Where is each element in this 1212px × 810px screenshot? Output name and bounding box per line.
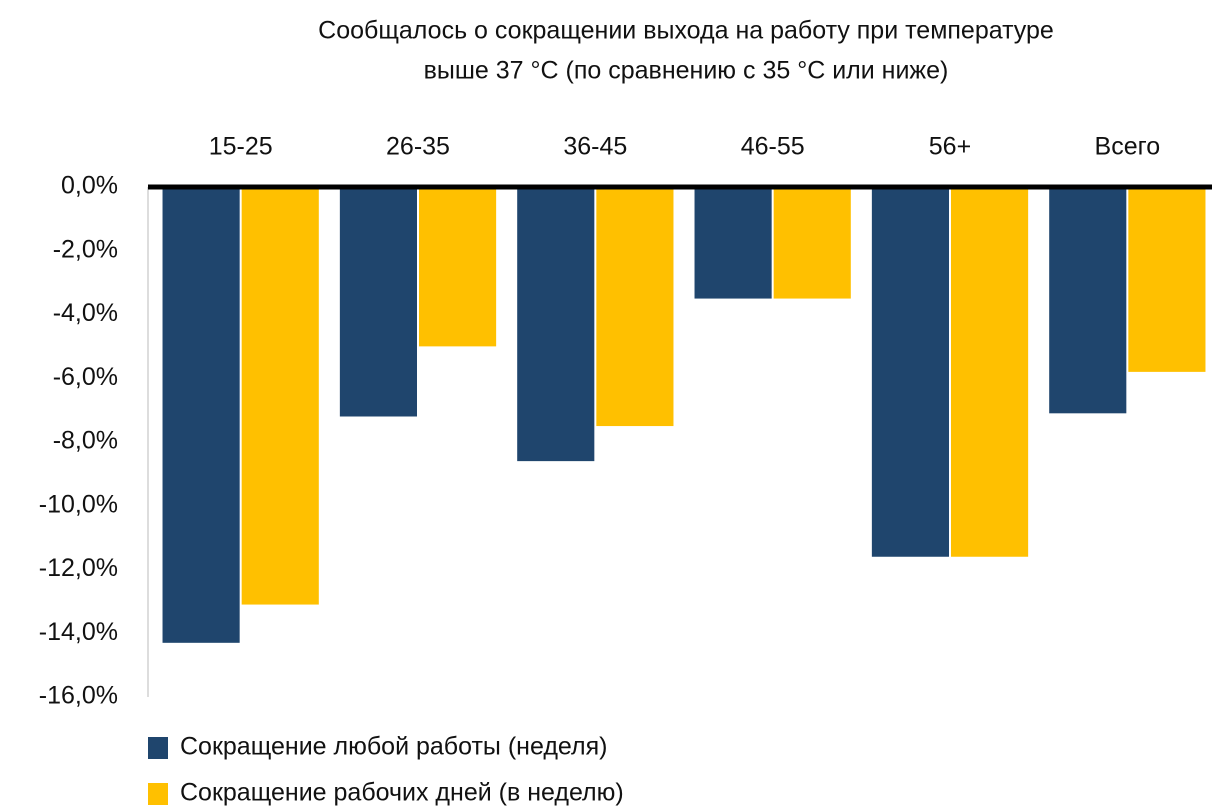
bar xyxy=(694,187,772,299)
legend-swatch xyxy=(148,783,168,805)
y-tick-label: -2,0% xyxy=(53,235,118,263)
x-tick-label: 15-25 xyxy=(209,133,273,161)
y-tick-label: -10,0% xyxy=(39,490,118,518)
bar xyxy=(871,187,949,557)
x-tick-label: 56+ xyxy=(929,133,971,161)
y-tick-label: -16,0% xyxy=(39,682,118,710)
bar xyxy=(951,187,1029,557)
bar xyxy=(162,187,240,643)
x-tick-label: 46-55 xyxy=(741,133,805,161)
bar xyxy=(419,187,497,347)
bar xyxy=(517,187,595,462)
legend-label: Сокращение рабочих дней (в неделю) xyxy=(180,779,624,807)
legend-swatch xyxy=(148,737,168,759)
bar xyxy=(339,187,417,417)
bar xyxy=(773,187,851,299)
chart-title: выше 37 °С (по сравнению с 35 °С или ниж… xyxy=(424,57,949,85)
x-tick-label: 36-45 xyxy=(563,133,627,161)
bar xyxy=(1128,187,1206,372)
y-tick-label: 0,0% xyxy=(61,172,118,200)
y-tick-label: -4,0% xyxy=(53,299,118,327)
y-tick-label: -6,0% xyxy=(53,363,118,391)
x-tick-label: Всего xyxy=(1095,133,1161,161)
y-tick-label: -8,0% xyxy=(53,427,118,455)
bar xyxy=(1049,187,1127,414)
bar xyxy=(241,187,319,605)
x-tick-label: 26-35 xyxy=(386,133,450,161)
chart-title: Сообщалось о сокращении выхода на работу… xyxy=(318,17,1054,45)
legend-label: Сокращение любой работы (неделя) xyxy=(180,733,607,761)
y-tick-label: -12,0% xyxy=(39,554,118,582)
bar xyxy=(596,187,674,427)
y-tick-label: -14,0% xyxy=(39,618,118,646)
